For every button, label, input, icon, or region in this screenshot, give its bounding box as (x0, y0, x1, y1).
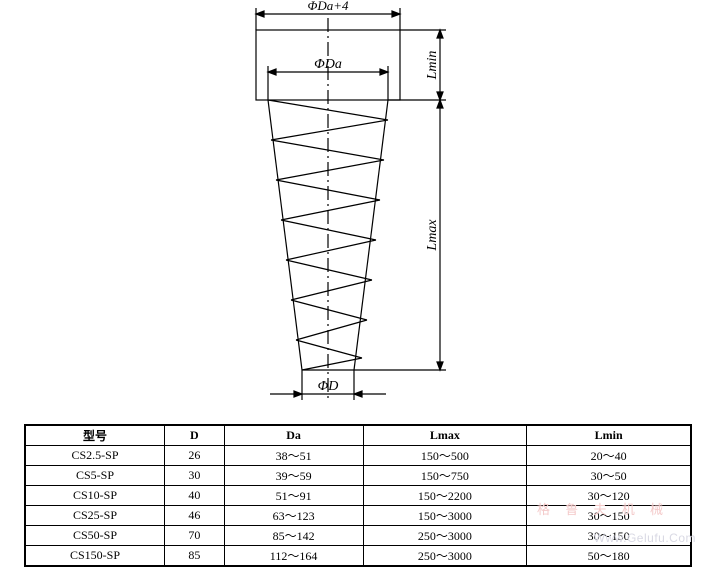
table-cell: 46 (165, 506, 225, 526)
col-header-d: D (165, 426, 225, 446)
table-row: CS2.5-SP2638～51150～50020～40 (26, 446, 691, 466)
table-cell: 39～59 (224, 466, 363, 486)
table-header-row: 型号 D Da Lmax Lmin (26, 426, 691, 446)
table-cell: CS5-SP (26, 466, 165, 486)
table-cell: 85～142 (224, 526, 363, 546)
table-cell: 20～40 (527, 446, 691, 466)
col-header-model: 型号 (26, 426, 165, 446)
table-cell: 30～150 (527, 506, 691, 526)
table-cell: CS10-SP (26, 486, 165, 506)
table-cell: 38～51 (224, 446, 363, 466)
label-da: ΦDa (314, 57, 342, 72)
col-header-da: Da (224, 426, 363, 446)
table-row: CS50-SP7085～142250～300030～150 (26, 526, 691, 546)
table-cell: 250～3000 (363, 526, 527, 546)
table-cell: 112～164 (224, 546, 363, 566)
table-cell: CS2.5-SP (26, 446, 165, 466)
table-cell: 150～2200 (363, 486, 527, 506)
table-cell: 26 (165, 446, 225, 466)
table-cell: 150～3000 (363, 506, 527, 526)
col-header-lmax: Lmax (363, 426, 527, 446)
table-cell: 51～91 (224, 486, 363, 506)
table-cell: 30～150 (527, 526, 691, 546)
label-da4: ΦDa+4 (307, 0, 349, 13)
label-d: ΦD (318, 379, 339, 394)
table-row: CS150-SP85112～164250～300050～180 (26, 546, 691, 566)
table-row: CS5-SP3039～59150～75030～50 (26, 466, 691, 486)
table-row: CS25-SP4663～123150～300030～150 (26, 506, 691, 526)
table-cell: 150～500 (363, 446, 527, 466)
table-cell: 63～123 (224, 506, 363, 526)
table-cell: 150～750 (363, 466, 527, 486)
table-cell: CS50-SP (26, 526, 165, 546)
technical-diagram: ΦDa ΦDa+4 (0, 0, 714, 423)
table-cell: 50～180 (527, 546, 691, 566)
col-header-lmin: Lmin (527, 426, 691, 446)
table-cell: 30～120 (527, 486, 691, 506)
label-lmax: Lmax (425, 219, 440, 252)
table-cell: 250～3000 (363, 546, 527, 566)
table-cell: 85 (165, 546, 225, 566)
table-cell: 70 (165, 526, 225, 546)
spec-table: 型号 D Da Lmax Lmin CS2.5-SP2638～51150～500… (24, 424, 692, 567)
table-cell: CS150-SP (26, 546, 165, 566)
table-cell: 30～50 (527, 466, 691, 486)
table-cell: 40 (165, 486, 225, 506)
table-row: CS10-SP4051～91150～220030～120 (26, 486, 691, 506)
label-lmin: Lmin (425, 51, 440, 81)
table-cell: 30 (165, 466, 225, 486)
table-cell: CS25-SP (26, 506, 165, 526)
